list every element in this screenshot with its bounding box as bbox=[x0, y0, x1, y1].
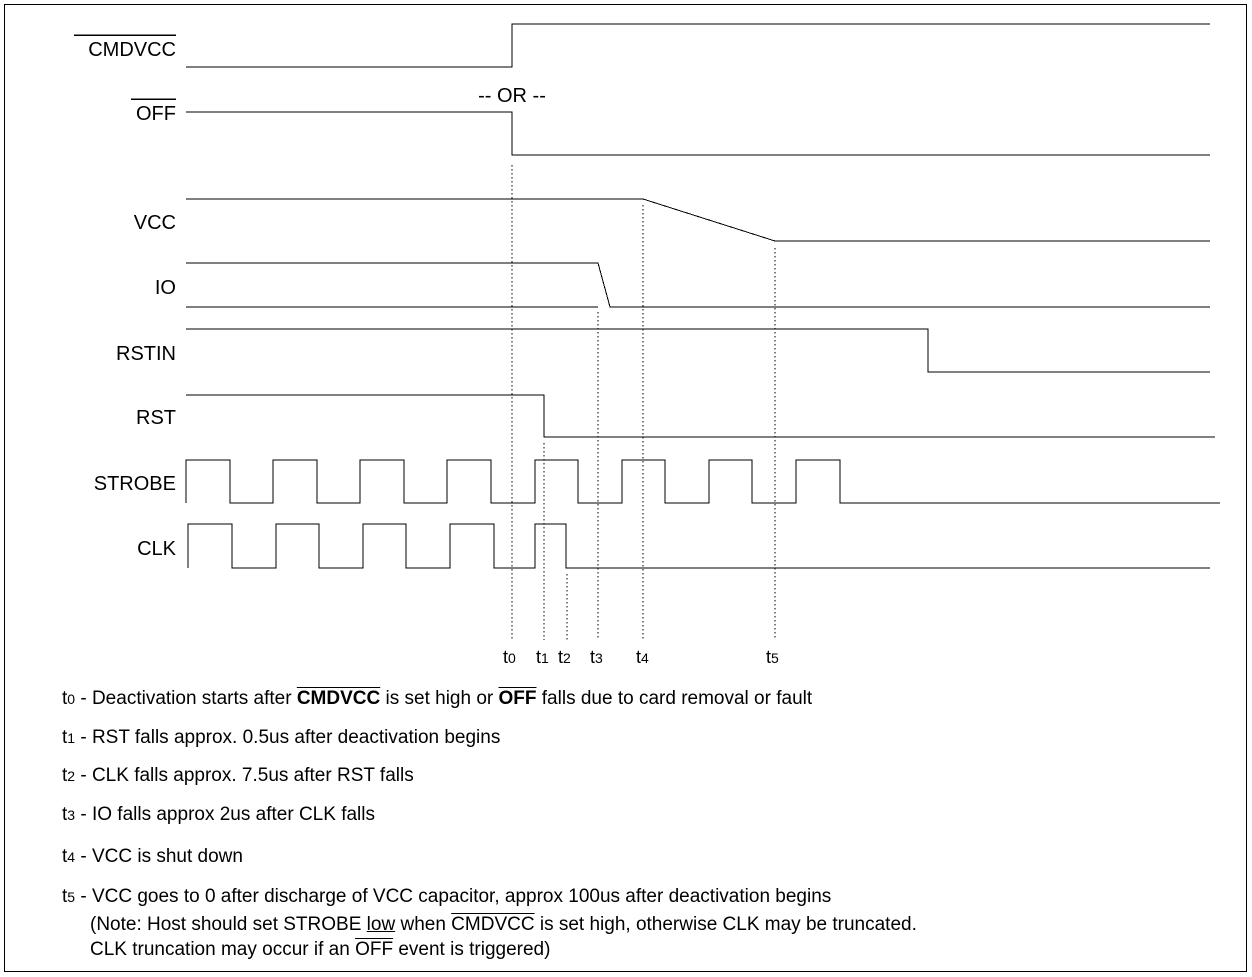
time-label-t2: t2 bbox=[558, 647, 571, 667]
time-label-t1: t1 bbox=[536, 647, 549, 667]
note-t5: t5 - VCC goes to 0 after discharge of VC… bbox=[62, 886, 832, 907]
note-t1-marker: t1 bbox=[62, 727, 76, 748]
timing-diagram: CMDVCC OFF VCC IO RSTIN RST STROBE CLK -… bbox=[74, 23, 1220, 667]
time-label-t4: t4 bbox=[636, 647, 649, 667]
note-t2-marker: t2 bbox=[62, 765, 76, 786]
note-t1: t1 - RST falls approx. 0.5us after deact… bbox=[62, 727, 501, 748]
note-cmdvcc-signal: CMDVCC bbox=[296, 688, 381, 709]
waveform-rstin bbox=[186, 328, 1210, 373]
signal-label-off: OFF bbox=[136, 103, 176, 125]
waveform-clk bbox=[187, 523, 1210, 569]
waveform-strobe bbox=[185, 459, 1220, 504]
waveform-rst bbox=[186, 394, 1215, 438]
waveform-vcc bbox=[186, 198, 1210, 242]
diagram-frame bbox=[4, 4, 1247, 972]
time-label-t0: t0 bbox=[503, 647, 516, 667]
note-t0: t0 - Deactivation starts after CMDVCC is… bbox=[62, 688, 813, 709]
signal-label-cmdvcc: CMDVCC bbox=[88, 39, 176, 61]
note-t2: t2 - CLK falls approx. 7.5us after RST f… bbox=[62, 765, 414, 786]
note-t4: t4 - VCC is shut down bbox=[62, 846, 243, 867]
note-t3: t3 - IO falls approx 2us after CLK falls bbox=[62, 804, 375, 825]
signal-label-strobe: STROBE bbox=[94, 473, 176, 495]
note-truncation-line: CLK truncation may occur if an OFF event… bbox=[90, 939, 551, 960]
waveform-cmdvcc bbox=[186, 23, 1210, 68]
note-t4-marker: t4 bbox=[62, 846, 76, 867]
waveform-io-high bbox=[186, 262, 1210, 308]
note-off-signal: OFF bbox=[498, 688, 537, 709]
time-label-t3: t3 bbox=[590, 647, 603, 667]
signal-label-io: IO bbox=[155, 277, 176, 299]
signal-label-clk: CLK bbox=[137, 538, 177, 560]
note-t5-marker: t5 bbox=[62, 886, 76, 907]
note-t3-marker: t3 bbox=[62, 804, 76, 825]
note-t0-marker: t0 bbox=[62, 688, 76, 709]
or-label: -- OR -- bbox=[478, 85, 546, 107]
waveform-off bbox=[186, 111, 1210, 156]
time-label-t5: t5 bbox=[766, 647, 779, 667]
signal-label-rst: RST bbox=[136, 407, 176, 429]
signal-label-rstin: RSTIN bbox=[116, 343, 176, 365]
note-strobe-line: (Note: Host should set STROBE low when C… bbox=[90, 914, 917, 935]
signal-label-vcc: VCC bbox=[134, 212, 176, 234]
